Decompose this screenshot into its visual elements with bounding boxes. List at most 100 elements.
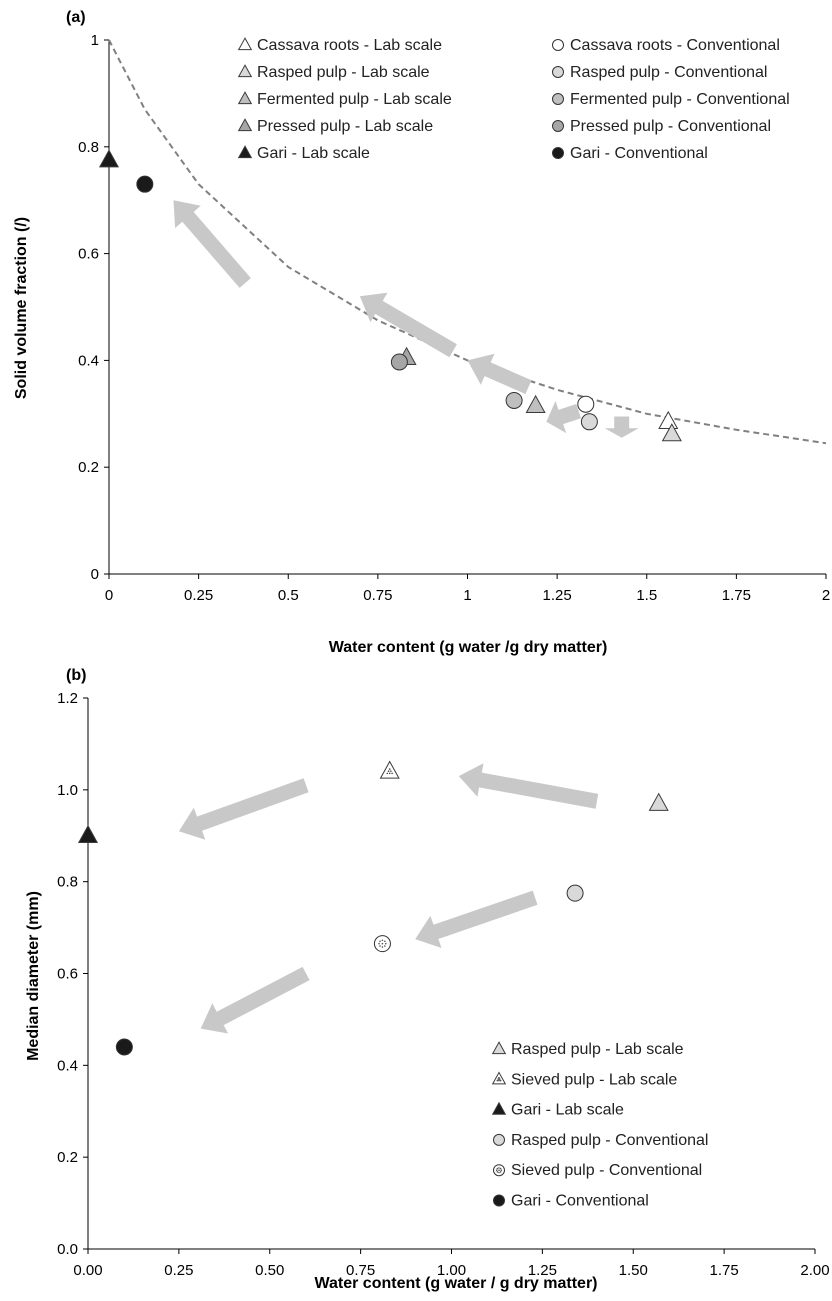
legend-marker-sieved-pulp-conventional-dot-7 <box>495 1169 498 1171</box>
legend-marker-sieved-pulp-conventional-dot-2 <box>499 1167 502 1170</box>
y-tick-label: 0.2 <box>57 1149 78 1166</box>
legend-label-pressed-pulp-lab-scale: Pressed pulp - Lab scale <box>257 118 433 135</box>
point-sieved-pulp-lab-scale-dot-0 <box>388 768 391 770</box>
point-sieved-pulp-lab-scale-dot-3 <box>388 772 391 775</box>
point-rasped-pulp-lab-scale <box>661 423 682 442</box>
point-sieved-pulp-conventional-dot-4 <box>384 945 386 947</box>
process-arrow-4 <box>200 966 310 1034</box>
legend-marker-sieved-pulp-lab-scale-dot-3 <box>498 1079 500 1082</box>
panel-a-points <box>98 149 682 442</box>
x-tick-label: 1.50 <box>619 1262 648 1279</box>
point-sieved-pulp-lab-scale-dot-2 <box>391 772 393 775</box>
legend-marker-gari-lab-scale <box>237 145 253 159</box>
legend-marker-gari-lab-scale <box>491 1101 507 1115</box>
legend-label-cassava-roots-conventional: Cassava roots - Conventional <box>570 37 780 54</box>
x-tick-label: 0.25 <box>164 1262 193 1279</box>
y-tick-label: 0.0 <box>57 1241 78 1258</box>
x-tick-label: 1.25 <box>543 587 572 604</box>
process-arrow-3 <box>467 353 532 394</box>
point-gari-conventional <box>115 1038 133 1056</box>
legend-label-gari-lab-scale: Gari - Lab scale <box>257 145 370 162</box>
x-tick-label: 0.75 <box>363 587 392 604</box>
point-sieved-pulp-conventional-dot-2 <box>384 940 386 943</box>
y-tick-label: 0.6 <box>57 966 78 983</box>
x-tick-label: 2.00 <box>800 1262 829 1279</box>
x-tick-label: 0 <box>105 587 113 604</box>
legend-marker-sieved-pulp-conventional-dot-0 <box>498 1169 500 1171</box>
legend-marker-pressed-pulp-conventional <box>552 120 564 132</box>
point-rasped-pulp-conventional <box>580 413 598 431</box>
point-sieved-pulp-conventional-dot-0 <box>381 942 384 945</box>
x-tick-label: 2 <box>822 587 830 604</box>
process-arrow-5 <box>173 200 251 288</box>
legend-marker-sieved-pulp-conventional-dot-3 <box>496 1171 499 1173</box>
panel-a-y-axis-title: Solid volume fraction (/) <box>13 217 30 399</box>
x-tick-label: 0.5 <box>278 587 299 604</box>
process-arrow-2 <box>178 778 309 840</box>
point-sieved-pulp-conventional-dot-8 <box>384 942 387 945</box>
process-arrow-1 <box>604 416 639 438</box>
point-fermented-pulp-lab-scale <box>525 394 546 414</box>
legend-label-sieved-pulp-lab-scale: Sieved pulp - Lab scale <box>511 1071 677 1088</box>
point-gari-lab-scale <box>77 824 99 843</box>
y-tick-label: 0.8 <box>78 139 99 156</box>
legend-label-cassava-roots-lab-scale: Cassava roots - Lab scale <box>257 37 442 54</box>
legend-marker-pressed-pulp-lab-scale <box>237 118 253 132</box>
panel-a-x-axis-title: Water content (g water /g dry matter) <box>329 639 608 656</box>
panel-b-label: (b) <box>66 667 86 684</box>
y-tick-label: 0.4 <box>57 1057 78 1074</box>
y-tick-label: 1 <box>91 32 99 49</box>
legend-label-rasped-pulp-lab-scale: Rasped pulp - Lab scale <box>257 64 430 81</box>
point-sieved-pulp-conventional-dot-3 <box>379 945 381 947</box>
process-arrow-2 <box>546 400 581 434</box>
x-tick-label: 0.25 <box>184 587 213 604</box>
legend-marker-rasped-pulp-conventional <box>552 66 564 78</box>
legend-marker-sieved-pulp-lab-scale-dot-2 <box>499 1079 502 1082</box>
legend-label-sieved-pulp-conventional: Sieved pulp - Conventional <box>511 1162 702 1179</box>
y-tick-label: 0.2 <box>78 459 99 476</box>
legend-label-rasped-pulp-conventional: Rasped pulp - Conventional <box>511 1132 708 1149</box>
panel-b-axes: 0.00 0.25 0.50 0.75 1.00 1.25 1.50 1.75 2.00 0.0 0… <box>57 690 829 1279</box>
process-arrow-1 <box>458 763 599 809</box>
legend-marker-cassava-roots-lab-scale <box>237 37 253 51</box>
legend-marker-sieved-pulp-conventional-dot-6 <box>498 1171 500 1174</box>
x-tick-label: 0.00 <box>73 1262 102 1279</box>
y-tick-label: 0.4 <box>78 352 99 369</box>
legend-label-gari-conventional: Gari - Conventional <box>570 145 708 162</box>
point-sieved-pulp-lab-scale-dot-1 <box>386 772 389 775</box>
legend-marker-sieved-pulp-lab-scale-dot-5 <box>498 1078 501 1080</box>
legend-marker-sieved-pulp-conventional-dot-4 <box>499 1171 502 1173</box>
x-tick-label: 1.5 <box>636 587 657 604</box>
x-tick-label: 1.00 <box>437 1262 466 1279</box>
point-cassava-roots-conventional <box>577 395 595 413</box>
legend-label-pressed-pulp-conventional: Pressed pulp - Conventional <box>570 118 771 135</box>
legend-label-fermented-pulp-lab-scale: Fermented pulp - Lab scale <box>257 91 452 108</box>
legend-marker-sieved-pulp-conventional-dot-5 <box>498 1167 500 1169</box>
process-arrow-3 <box>415 890 538 948</box>
point-rasped-pulp-conventional <box>566 884 584 902</box>
x-tick-label: 0.75 <box>346 1262 375 1279</box>
panel-a-axes: 0 0.25 0.5 0.75 1 1.25 1.5 1.75 2 0 0.2 0.4 0.6 0.8 1 <box>78 32 830 604</box>
panel-b-y-axis-title: Median diameter (mm) <box>25 891 42 1061</box>
point-fermented-pulp-conventional <box>505 391 523 409</box>
legend-label-gari-conventional: Gari - Conventional <box>511 1193 649 1210</box>
y-tick-label: 0.6 <box>78 246 99 263</box>
point-cassava-roots-lab-scale <box>658 410 679 430</box>
legend-marker-gari-conventional <box>552 147 564 159</box>
y-tick-label: 0.8 <box>57 874 78 891</box>
point-sieved-pulp-conventional-dot-1 <box>379 940 381 943</box>
legend-marker-rasped-pulp-lab-scale <box>237 64 253 78</box>
point-sieved-pulp-conventional-dot-7 <box>378 942 380 945</box>
x-tick-label: 1.25 <box>528 1262 557 1279</box>
x-tick-label: 0.50 <box>255 1262 284 1279</box>
panel-b-x-axis-title: Water content (g water / g dry matter) <box>315 1275 598 1292</box>
point-sieved-pulp-lab-scale <box>379 760 400 779</box>
y-tick-label: 1.0 <box>57 782 78 799</box>
legend-marker-fermented-pulp-conventional <box>552 93 564 105</box>
point-pressed-pulp-conventional <box>390 353 408 371</box>
legend-marker-fermented-pulp-lab-scale <box>237 91 253 105</box>
legend-marker-rasped-pulp-lab-scale <box>491 1041 507 1055</box>
legend-marker-rasped-pulp-conventional <box>493 1133 505 1146</box>
legend-marker-sieved-pulp-lab-scale-dot-0 <box>498 1076 500 1079</box>
